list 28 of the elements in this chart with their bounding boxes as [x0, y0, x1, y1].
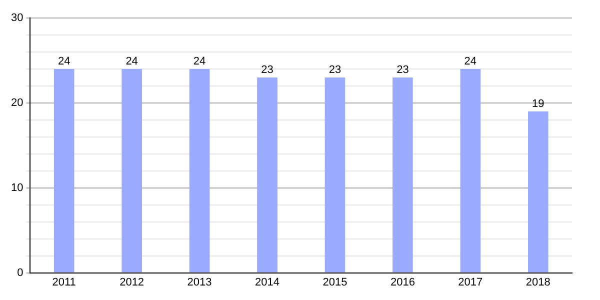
- data-label: 23: [396, 64, 409, 76]
- bar: [257, 77, 278, 272]
- bar: [528, 111, 548, 272]
- x-tick-label: 2013: [187, 276, 212, 288]
- x-tick-label: 2012: [120, 276, 144, 288]
- x-tick-label: 2014: [255, 276, 280, 288]
- x-tick-label: 2016: [390, 276, 415, 288]
- data-label: 24: [193, 55, 206, 68]
- data-label: 23: [261, 64, 274, 76]
- data-label: 24: [464, 55, 477, 68]
- x-tick-label: 2011: [52, 276, 76, 288]
- y-tick-label: 0: [17, 266, 24, 279]
- bar: [392, 77, 413, 272]
- x-tick-label: 2017: [458, 276, 483, 288]
- bar: [460, 68, 481, 272]
- data-label: 23: [328, 64, 342, 76]
- data-label: 24: [126, 55, 138, 68]
- bar: [324, 77, 346, 272]
- bar: [54, 68, 74, 272]
- y-tick-label: 20: [10, 96, 24, 109]
- data-label: 19: [532, 98, 544, 110]
- y-tick-label: 10: [10, 182, 24, 194]
- x-tick-label: 2018: [526, 276, 550, 288]
- bar: [122, 68, 142, 272]
- x-tick-label: 2015: [322, 276, 348, 288]
- data-label: 24: [58, 55, 70, 68]
- y-tick-label: 30: [10, 12, 24, 24]
- bar: [189, 68, 210, 272]
